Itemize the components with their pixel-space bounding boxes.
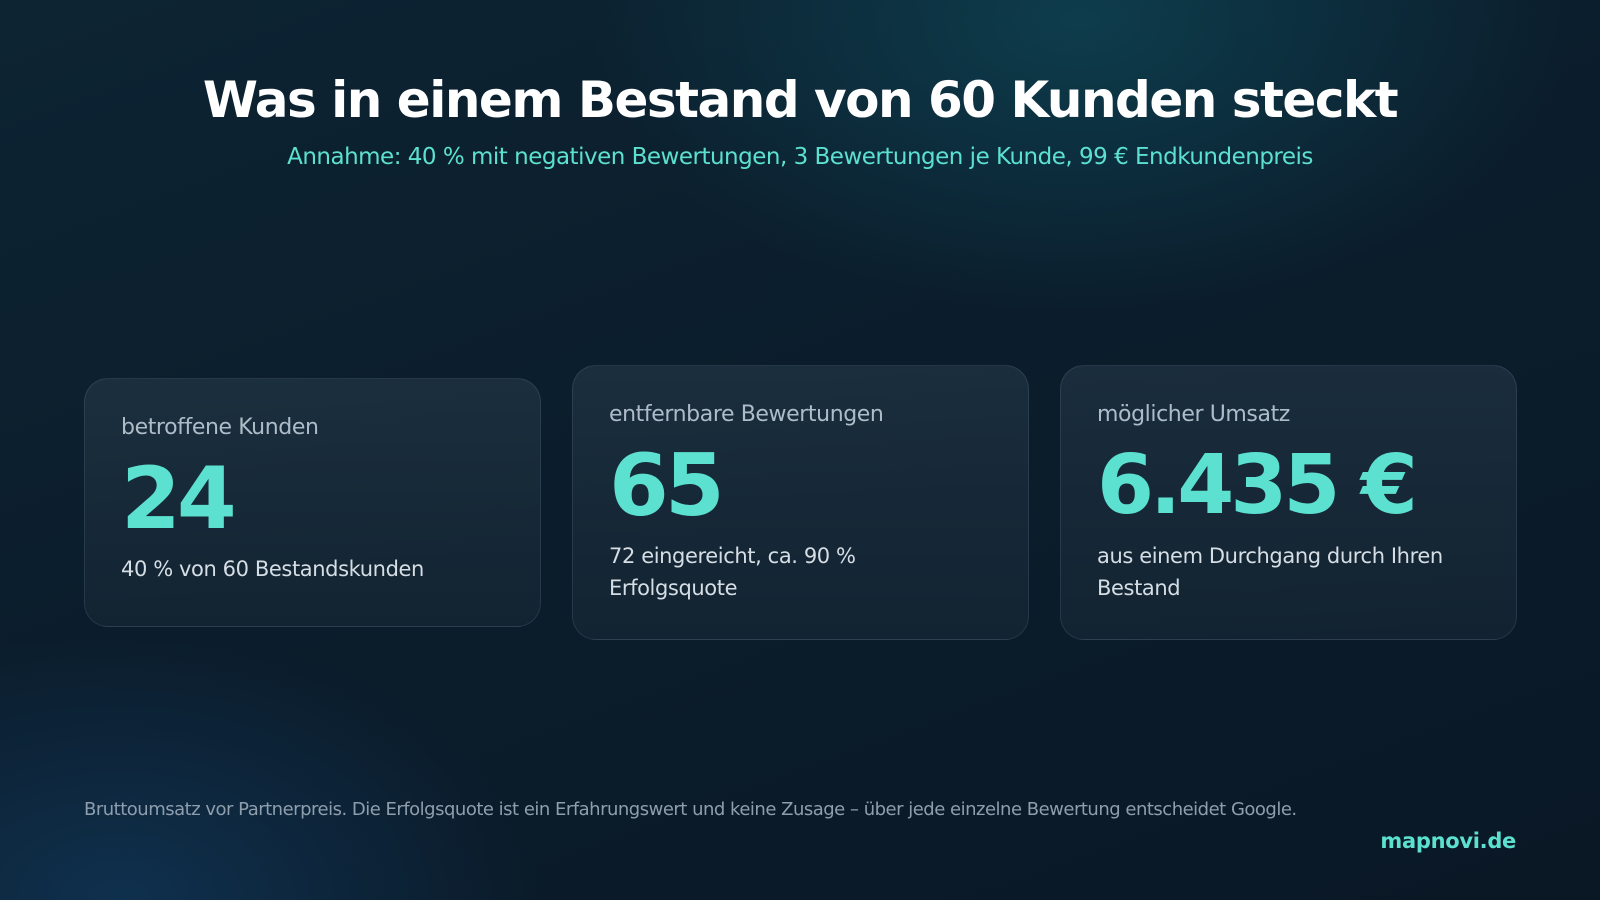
stat-value: 6.435 € xyxy=(1097,438,1418,533)
stat-description: 40 % von 60 Bestandskunden xyxy=(121,557,424,581)
page-title: Was in einem Bestand von 60 Kunden steck… xyxy=(202,71,1399,129)
footer-disclaimer: Bruttoumsatz vor Partnerpreis. Die Erfol… xyxy=(84,799,1297,820)
stat-label: möglicher Umsatz xyxy=(1097,402,1290,427)
stat-description: 72 eingereicht, ca. 90 % Erfolgsquote xyxy=(609,544,856,600)
stat-label: betroffene Kunden xyxy=(121,415,319,440)
stat-card-affected-customers: betroffene Kunden 24 40 % von 60 Bestand… xyxy=(84,378,541,627)
stat-value: 24 xyxy=(121,449,237,549)
header: Was in einem Bestand von 60 Kunden steck… xyxy=(0,68,1600,172)
brand-link[interactable]: mapnovi.de xyxy=(1380,829,1516,853)
stat-card-removable-reviews: entfernbare Bewertungen 65 72 eingereich… xyxy=(572,365,1029,640)
stat-value: 65 xyxy=(609,436,725,536)
stat-card-possible-revenue: möglicher Umsatz 6.435 € aus einem Durch… xyxy=(1060,365,1517,640)
stat-label: entfernbare Bewertungen xyxy=(609,402,884,427)
page-subtitle: Annahme: 40 % mit negativen Bewertungen,… xyxy=(287,144,1313,170)
stat-description: aus einem Durchgang durch Ihren Bestand xyxy=(1097,544,1443,600)
